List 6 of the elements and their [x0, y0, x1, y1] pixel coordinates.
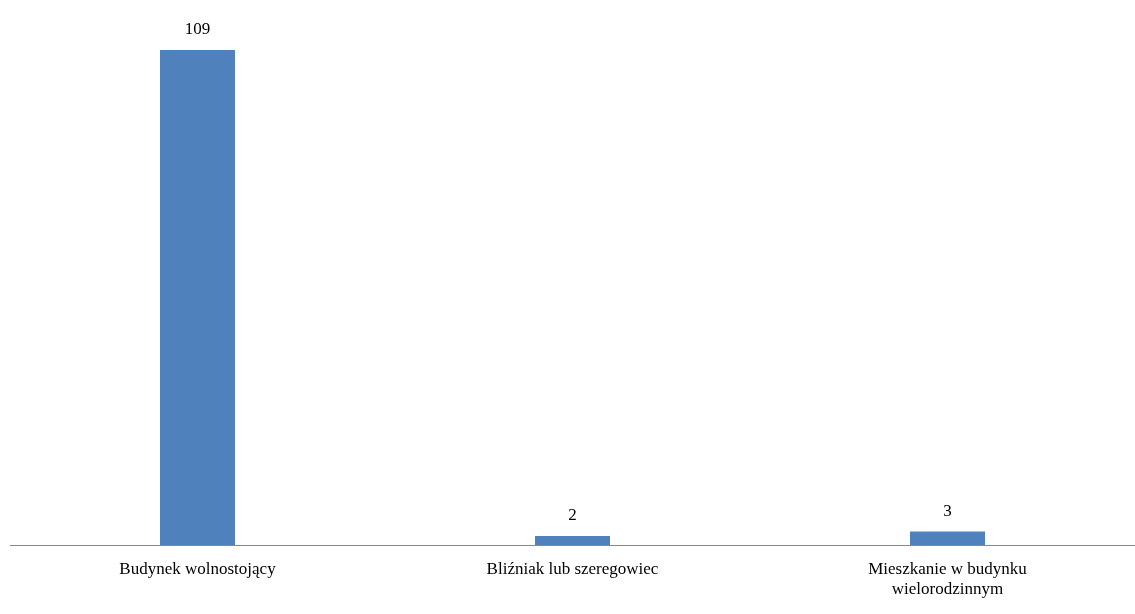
- data-label: 2: [568, 505, 577, 525]
- data-label: 3: [943, 500, 952, 520]
- data-label: 109: [184, 18, 211, 38]
- x-tick-label: Mieszkanie w budynku wielorodzinnym: [868, 558, 1028, 599]
- x-tick-label: Budynek wolnostojący: [119, 558, 277, 578]
- x-tick-label: Bliźniak lub szeregowiec: [486, 558, 659, 578]
